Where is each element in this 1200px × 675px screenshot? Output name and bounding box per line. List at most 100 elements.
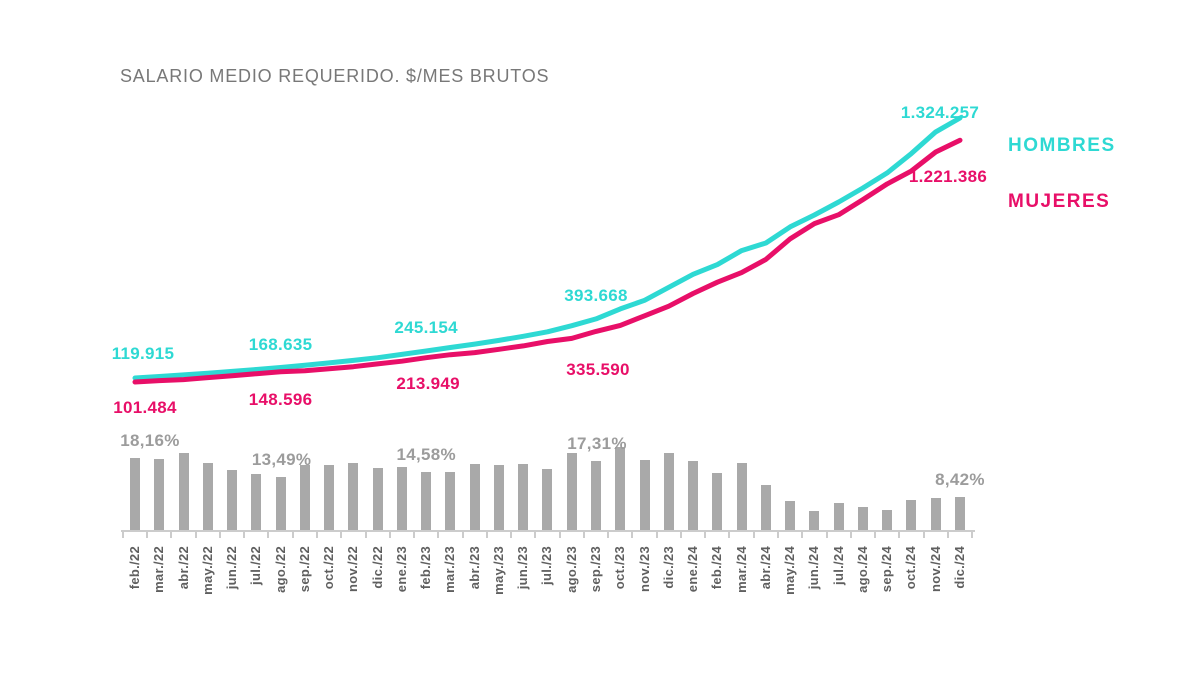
x-axis-label: mar./24 [733,546,749,593]
gap-bar [251,474,262,530]
gap-bar [663,453,674,530]
gap-bar [324,464,335,530]
mujeres-value-label: 213.949 [396,373,460,393]
axis-tick [582,532,585,538]
gap-bar [615,446,626,530]
x-axis-label: sep./23 [588,546,604,593]
axis-tick [315,532,318,538]
gap-bar [299,465,310,530]
axis-tick [534,532,537,538]
mujeres-value-label: 101.484 [113,397,177,417]
x-axis-label: ago./23 [563,546,579,593]
x-axis-label: mar./22 [151,546,167,593]
axis-tick [558,532,561,538]
axis-tick [704,532,707,538]
x-axis-label: ago./24 [854,546,870,593]
axis-tick [461,532,464,538]
axis-tick [777,532,779,538]
axis-tick [510,532,513,538]
x-axis-label: abr./22 [175,546,191,590]
axis-tick [194,532,197,538]
x-axis-label: ago./22 [272,546,288,593]
x-axis-label: jun./24 [806,546,822,590]
gap-bar [639,460,650,530]
hombres-value-label: 245.154 [394,317,458,337]
gap-bar [906,500,917,530]
axis-tick [413,532,416,538]
gap-bar [445,472,456,530]
x-axis-label: sep./22 [296,546,312,593]
gap-bar [566,453,577,530]
axis-tick [243,532,246,538]
axis-tick [728,532,731,538]
gap-bar [154,459,165,530]
x-axis-label: jun./22 [224,546,240,590]
gap-bar [760,485,771,530]
hombres-value-label: 1.324.257 [900,102,980,122]
gap-bar [421,472,432,530]
gap-value-label: 18,16% [120,430,180,450]
axis-tick [849,532,852,538]
axis-tick [874,532,877,538]
gap-bar [469,464,480,530]
x-axis-label: oct./22 [321,546,337,590]
gap-bar [275,476,286,530]
hombres-value-label: 393.668 [564,285,628,305]
hombres-value-label: 168.635 [248,335,313,355]
gap-bar [882,510,893,530]
x-axis-label: jul./24 [830,546,846,585]
axis-tick [146,532,149,538]
gap-value-label: 8,42% [935,469,985,489]
mujeres-line [132,137,963,385]
axis-tick [607,532,610,538]
x-axis-label: jun./23 [515,546,531,590]
mujeres-value-label: 1.221.386 [908,167,988,187]
x-axis-label: ene./23 [393,546,409,593]
gap-bar [954,496,965,530]
gap-value-label: 14,58% [396,445,456,465]
gap-bar [493,465,504,530]
x-axis-label: oct./24 [903,546,919,590]
gap-bar [396,466,407,530]
axis-tick [388,532,391,538]
axis-tick [752,532,755,538]
x-axis-label: jul./22 [248,546,264,585]
x-axis-label: dic./22 [369,546,385,589]
axis-tick [971,532,974,538]
chart-title: SALARIO MEDIO REQUERIDO. $/MES BRUTOS [120,66,550,86]
mujeres-value-label: 335.590 [566,360,630,380]
gap-bar [348,462,359,530]
gap-bar [712,472,723,530]
axis-tick [801,532,804,538]
axis-tick [679,532,682,538]
x-axis-label: nov./22 [345,546,361,592]
x-axis-label: mar./23 [442,546,458,593]
axis-tick [121,532,124,538]
x-axis-label: may./22 [199,546,215,595]
x-axis-line [121,530,975,532]
gap-bar [857,507,868,530]
gap-bar [930,498,941,530]
x-axis-label: may./24 [782,546,798,595]
hombres-line [132,115,963,381]
x-axis-label: sep./24 [879,546,895,593]
gap-bar [202,463,213,530]
axis-tick [170,532,173,538]
axis-tick [485,532,488,538]
x-axis-label: jul./23 [539,546,555,585]
x-axis-label: dic./23 [660,546,676,589]
gap-bar [178,453,189,530]
axis-tick [946,532,949,538]
axis-tick [340,532,343,538]
gap-bar [785,501,796,530]
x-axis-label: feb./24 [709,546,725,590]
gap-bar [591,461,602,530]
x-axis-label: nov./23 [636,546,652,592]
hombres-value-label: 119.915 [111,344,175,363]
axis-tick [825,532,828,538]
x-axis-label: ene./24 [685,546,701,593]
legend-hombres: HOMBRES [1008,135,1116,156]
gap-value-label: 17,31% [567,434,627,454]
